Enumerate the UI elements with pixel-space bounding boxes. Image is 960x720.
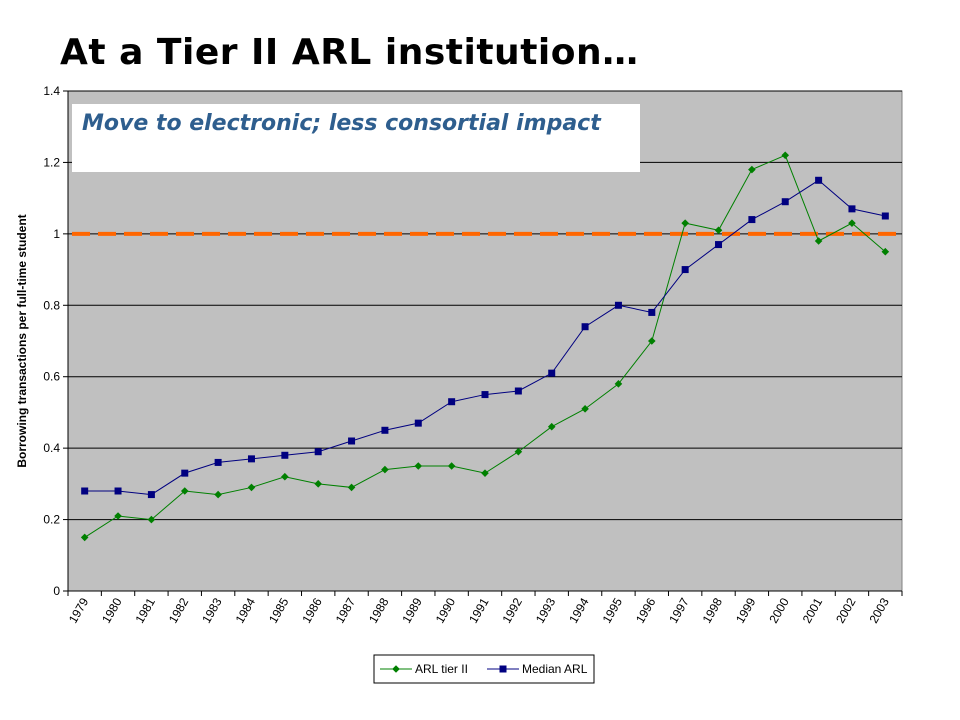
series-tier2 xyxy=(80,151,890,542)
data-point-median xyxy=(281,451,289,459)
x-tick-label: 1992 xyxy=(499,595,525,625)
data-point-median xyxy=(848,205,856,213)
data-point-tier2 xyxy=(814,237,823,245)
data-point-median xyxy=(247,455,255,463)
y-axis-label: Borrowing transactions per full-time stu… xyxy=(15,214,29,467)
data-point-tier2 xyxy=(714,226,723,235)
data-point-tier2 xyxy=(314,480,322,488)
x-tick-label: 2000 xyxy=(766,595,792,625)
x-tick-label: 1991 xyxy=(466,595,492,625)
data-point-tier2 xyxy=(80,533,89,542)
legend-label-median: Median ARL xyxy=(522,662,588,676)
y-tick-label: 0 xyxy=(53,584,60,598)
data-point-tier2 xyxy=(581,405,589,413)
data-point-tier2 xyxy=(514,447,523,456)
data-point-tier2 xyxy=(147,515,156,524)
x-tick-label: 1989 xyxy=(399,595,425,625)
data-point-tier2 xyxy=(381,465,389,474)
x-tick-label: 1979 xyxy=(66,595,92,625)
legend-label-tier2: ARL tier II xyxy=(415,662,468,676)
plot-area xyxy=(67,90,903,592)
data-point-median xyxy=(448,398,456,406)
data-point-median xyxy=(147,491,155,499)
data-point-median xyxy=(781,198,789,206)
x-tick-label: 1985 xyxy=(266,595,292,625)
data-point-tier2 xyxy=(748,165,756,174)
y-axis-ticks: 0 0.2 0.4 0.6 0.8 1 1.2 1.4 xyxy=(43,84,69,598)
data-point-tier2 xyxy=(114,512,122,520)
x-tick-label: 1995 xyxy=(600,595,626,625)
data-point-median xyxy=(414,419,422,427)
y-tick-label: 0.8 xyxy=(43,298,60,312)
x-tick-label: 2001 xyxy=(800,595,826,625)
x-tick-label: 1986 xyxy=(299,595,325,625)
x-tick-label: 1994 xyxy=(566,595,592,625)
x-tick-label: 1997 xyxy=(666,595,692,625)
data-point-median xyxy=(815,176,823,184)
legend: ARL tier II Median ARL xyxy=(373,654,595,684)
data-point-median xyxy=(548,369,556,377)
y-tick-label: 1.2 xyxy=(43,155,60,169)
data-point-median xyxy=(348,437,356,445)
data-point-tier2 xyxy=(881,247,890,256)
data-point-tier2 xyxy=(281,472,289,481)
data-point-median xyxy=(514,387,522,395)
data-point-median xyxy=(381,426,389,434)
x-tick-label: 1990 xyxy=(433,595,459,625)
y-tick-label: 0.4 xyxy=(43,441,60,455)
data-point-median xyxy=(181,469,189,477)
x-tick-label: 1982 xyxy=(166,595,192,625)
data-point-tier2 xyxy=(681,219,689,227)
data-point-tier2 xyxy=(347,483,356,492)
x-tick-label: 1988 xyxy=(366,595,392,625)
data-point-median xyxy=(314,448,322,456)
x-tick-label: 1981 xyxy=(133,595,159,625)
y-tick-label: 0.2 xyxy=(43,513,60,527)
y-tick-label: 0.6 xyxy=(43,370,60,384)
data-point-tier2 xyxy=(848,219,856,227)
data-point-tier2 xyxy=(447,462,456,470)
data-point-median xyxy=(114,487,122,495)
data-point-median xyxy=(748,216,756,224)
data-point-tier2 xyxy=(781,151,790,160)
x-tick-label: 1996 xyxy=(633,595,659,625)
data-point-median xyxy=(648,308,656,316)
data-point-tier2 xyxy=(247,483,256,492)
x-tick-label: 1999 xyxy=(733,595,759,625)
data-point-tier2 xyxy=(214,490,222,499)
data-point-median xyxy=(581,323,589,331)
series-median xyxy=(81,176,889,499)
data-point-median xyxy=(881,212,889,220)
x-tick-label: 1984 xyxy=(233,595,259,625)
x-tick-label: 1998 xyxy=(700,595,726,625)
data-point-tier2 xyxy=(648,337,656,345)
y-tick-label: 1 xyxy=(53,227,60,241)
data-point-median xyxy=(481,391,489,399)
data-point-median xyxy=(214,458,222,466)
annotation-box: Move to electronic; less consortial impa… xyxy=(72,104,640,172)
x-tick-label: 1993 xyxy=(533,595,559,625)
x-tick-label: 1983 xyxy=(199,595,225,625)
series-layer xyxy=(80,151,890,542)
data-point-median xyxy=(81,487,89,495)
slide-title: At a Tier II ARL institution… xyxy=(60,32,639,73)
x-tick-label: 1980 xyxy=(99,595,125,625)
data-point-tier2 xyxy=(614,380,623,388)
y-tick-label: 1.4 xyxy=(43,84,60,98)
data-point-tier2 xyxy=(481,469,489,477)
x-tick-label: 2002 xyxy=(833,595,859,625)
data-point-median xyxy=(715,241,723,249)
data-point-tier2 xyxy=(414,462,423,470)
data-point-median xyxy=(681,266,689,274)
x-tick-label: 2003 xyxy=(866,595,892,625)
legend-marker-median xyxy=(499,665,507,673)
data-point-tier2 xyxy=(547,422,556,431)
x-tick-label: 1987 xyxy=(333,595,359,625)
x-axis-ticks: 1979 1980 1981 1982 1983 1984 1985 1986 1987 1988… xyxy=(66,590,903,626)
data-point-median xyxy=(614,301,622,309)
data-point-tier2 xyxy=(180,487,189,495)
legend-marker-tier2 xyxy=(392,665,400,673)
